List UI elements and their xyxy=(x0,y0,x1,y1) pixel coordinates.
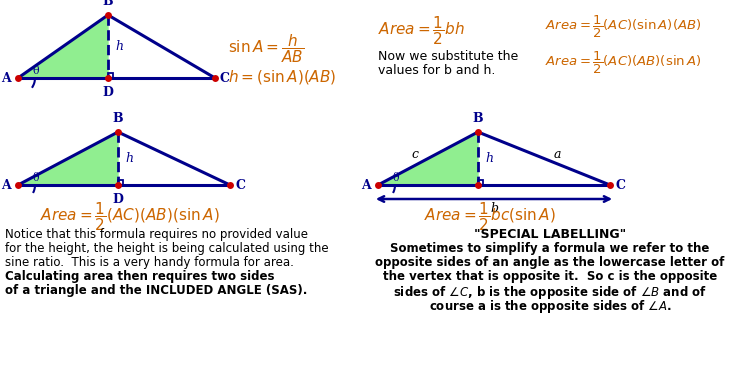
Text: b: b xyxy=(490,202,498,215)
Text: sine ratio.  This is a very handy formula for area.: sine ratio. This is a very handy formula… xyxy=(5,256,294,269)
Text: Calculating area then requires two sides: Calculating area then requires two sides xyxy=(5,270,274,283)
Text: $\sin A=\dfrac{h}{AB}$: $\sin A=\dfrac{h}{AB}$ xyxy=(228,32,304,65)
Text: $Area = \dfrac{1}{2}(AC)(AB)(\sin A)$: $Area = \dfrac{1}{2}(AC)(AB)(\sin A)$ xyxy=(40,200,220,233)
Text: $Area = \dfrac{1}{2}(AC)(\sin A)(AB)$: $Area = \dfrac{1}{2}(AC)(\sin A)(AB)$ xyxy=(545,14,702,40)
Text: of a triangle and the INCLUDED ANGLE (SAS).: of a triangle and the INCLUDED ANGLE (SA… xyxy=(5,284,307,297)
Text: θ: θ xyxy=(33,173,39,183)
Text: sides of $\angle C$, b is the opposite side of $\angle B$ and of: sides of $\angle C$, b is the opposite s… xyxy=(393,284,707,301)
Text: C: C xyxy=(235,178,245,191)
Text: $Area = \dfrac{1}{2}(AC)(AB)(\sin A)$: $Area = \dfrac{1}{2}(AC)(AB)(\sin A)$ xyxy=(545,50,702,76)
Text: $Area = \dfrac{1}{2}bc(\sin A)$: $Area = \dfrac{1}{2}bc(\sin A)$ xyxy=(424,200,556,233)
Text: course a is the opposite sides of $\angle A$.: course a is the opposite sides of $\angl… xyxy=(429,298,672,315)
Text: C: C xyxy=(220,71,230,85)
Text: θ: θ xyxy=(393,173,399,183)
Text: a: a xyxy=(554,148,561,161)
Text: C: C xyxy=(615,178,625,191)
Text: h: h xyxy=(115,40,123,53)
Text: A: A xyxy=(361,178,371,191)
Polygon shape xyxy=(378,132,478,185)
Text: B: B xyxy=(112,112,123,125)
Polygon shape xyxy=(18,132,118,185)
Polygon shape xyxy=(18,15,108,78)
Text: D: D xyxy=(102,86,113,99)
Text: "SPECIAL LABELLING": "SPECIAL LABELLING" xyxy=(474,228,626,241)
Text: c: c xyxy=(411,148,418,161)
Text: $Area = \dfrac{1}{2}bh$: $Area = \dfrac{1}{2}bh$ xyxy=(378,14,465,47)
Text: θ: θ xyxy=(33,66,39,76)
Text: h: h xyxy=(125,152,133,165)
Text: Notice that this formula requires no provided value: Notice that this formula requires no pro… xyxy=(5,228,308,241)
Text: A: A xyxy=(1,178,11,191)
Text: for the height, the height is being calculated using the: for the height, the height is being calc… xyxy=(5,242,328,255)
Text: the vertex that is opposite it.  So c is the opposite: the vertex that is opposite it. So c is … xyxy=(383,270,717,283)
Text: B: B xyxy=(103,0,113,8)
Text: Sometimes to simplify a formula we refer to the: Sometimes to simplify a formula we refer… xyxy=(391,242,710,255)
Text: opposite sides of an angle as the lowercase letter of: opposite sides of an angle as the lowerc… xyxy=(375,256,725,269)
Text: B: B xyxy=(473,112,483,125)
Text: h: h xyxy=(485,152,493,165)
Text: A: A xyxy=(1,71,11,85)
Text: D: D xyxy=(112,193,123,206)
Text: values for b and h.: values for b and h. xyxy=(378,64,496,77)
Text: $h = (\sin A)(AB)$: $h = (\sin A)(AB)$ xyxy=(228,68,337,86)
Text: Now we substitute the: Now we substitute the xyxy=(378,50,518,63)
